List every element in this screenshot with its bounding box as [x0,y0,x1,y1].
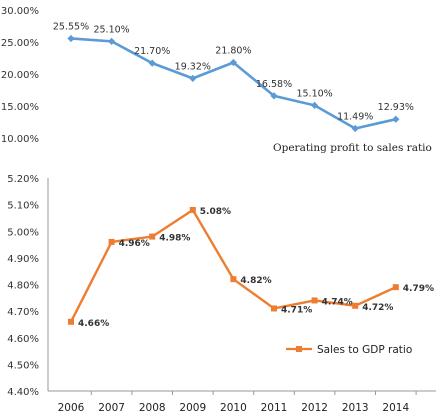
x-tick-label: 2006 [58,402,85,414]
x-tick-label: 2012 [301,402,328,414]
sales-gdp-data-label: 4.96% [119,239,150,249]
operating-profit-data-label: 16.58% [256,79,292,90]
operating-profit-data-label: 21.80% [215,45,251,56]
sales-gdp-point [68,318,74,325]
bottom-y-tick-label: 4.70% [7,307,39,318]
bottom-y-tick-label: 5.00% [7,227,39,238]
x-tick-label: 2009 [179,402,206,414]
operating-profit-point [229,58,237,67]
top-y-tick-label: 20.00% [1,70,39,81]
sales-gdp-point [230,276,237,283]
operating-profit-data-label: 15.10% [296,88,332,99]
operating-profit-point [270,92,278,100]
operating-profit-point [67,34,75,43]
sales-gdp-point [352,302,359,309]
bottom-legend-label: Sales to GDP ratio [317,344,412,356]
sales-gdp-point [271,305,277,312]
sales-gdp-point [149,233,156,240]
bottom-y-tick-label: 4.80% [7,281,39,292]
operating-profit-data-label: 25.10% [93,24,129,35]
top-y-tick-label: 25.00% [1,38,39,49]
operating-profit-point [108,37,116,45]
top-y-tick-label: 30.00% [1,6,39,17]
x-tick-label: 2014 [382,402,409,414]
top-legend-label: Operating profit to sales ratio [273,142,432,154]
operating-profit-point [351,124,359,133]
operating-profit-data-label: 11.49% [337,111,373,122]
bottom-y-tick-label: 4.60% [7,334,39,345]
sales-gdp-data-label: 4.79% [403,284,434,294]
sales-gdp-point [311,297,318,304]
bottom-y-tick-label: 4.40% [7,387,39,398]
x-tick-label: 2010 [220,402,247,414]
x-tick-label: 2008 [139,402,166,414]
sales-gdp-data-label: 4.71% [281,305,312,315]
sales-gdp-data-label: 4.82% [240,276,271,286]
operating-profit-point [311,101,319,109]
operating-profit-point [148,59,156,67]
sales-gdp-point [189,206,196,213]
x-tick-label: 2011 [261,402,288,414]
operating-profit-data-label: 21.70% [134,46,170,57]
bottom-y-tick-label: 5.20% [7,174,39,185]
bottom-y-tick-label: 5.10% [7,201,39,212]
bottom-y-tick-label: 4.50% [7,360,39,371]
sales-gdp-point [108,238,115,245]
operating-profit-point [189,74,197,82]
operating-profit-data-label: 25.55% [53,21,89,32]
sales-gdp-data-label: 4.66% [78,319,109,329]
operating-profit-data-label: 19.32% [175,61,211,72]
x-tick-label: 2007 [98,402,125,414]
x-tick-label: 2013 [342,402,369,414]
operating-profit-data-label: 12.93% [378,102,414,113]
top-y-tick-label: 10.00% [1,134,39,145]
sales-gdp-point [392,284,399,291]
bottom-y-tick-label: 4.90% [7,254,39,265]
bottom-legend-marker [296,346,302,352]
sales-gdp-data-label: 4.72% [362,303,393,313]
sales-gdp-data-label: 5.08% [200,207,231,217]
top-y-tick-label: 15.00% [1,102,39,113]
sales-gdp-data-label: 4.74% [322,297,353,307]
sales-gdp-data-label: 4.98% [159,234,190,244]
operating-profit-point [392,115,400,123]
